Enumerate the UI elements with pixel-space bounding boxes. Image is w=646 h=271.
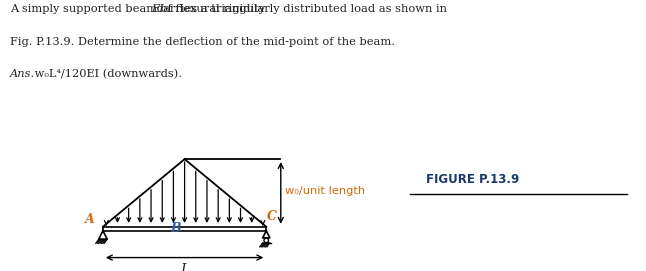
- Text: EI: EI: [151, 4, 163, 14]
- Text: B: B: [171, 222, 181, 235]
- Text: L: L: [180, 263, 189, 271]
- Text: Ans.: Ans.: [10, 69, 35, 79]
- Text: C: C: [267, 210, 277, 223]
- Text: FIGURE P.13.9: FIGURE P.13.9: [426, 173, 519, 186]
- Circle shape: [264, 238, 269, 243]
- Text: carries a triangularly distributed load as shown in: carries a triangularly distributed load …: [153, 4, 447, 14]
- Text: w₀L⁴/120EI (downwards).: w₀L⁴/120EI (downwards).: [31, 69, 182, 79]
- Polygon shape: [103, 227, 266, 231]
- Text: A: A: [85, 212, 94, 225]
- Text: w₀/unit length: w₀/unit length: [285, 186, 365, 196]
- Text: Fig. P.13.9. Determine the deflection of the mid-point of the beam.: Fig. P.13.9. Determine the deflection of…: [10, 37, 395, 47]
- Text: A simply supported beam of flexural rigidity: A simply supported beam of flexural rigi…: [10, 4, 269, 14]
